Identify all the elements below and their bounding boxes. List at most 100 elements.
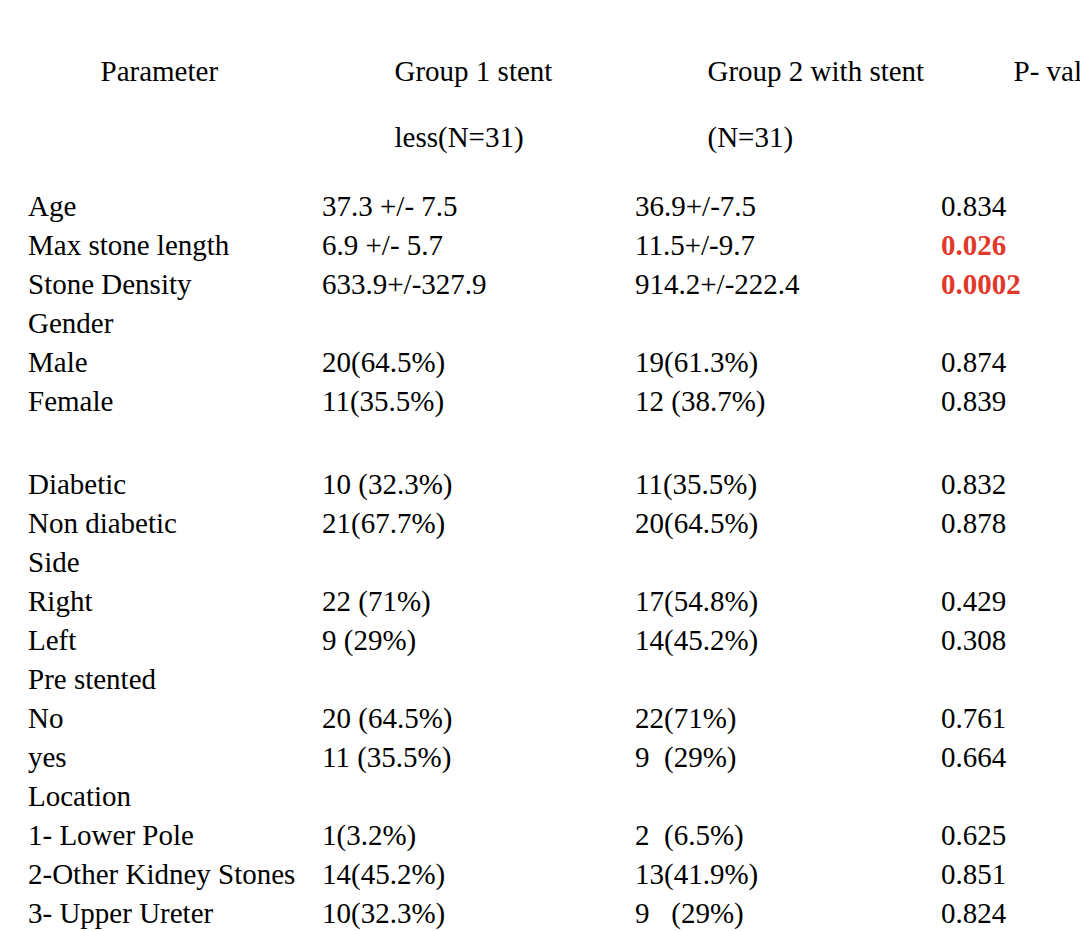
- group1-cell: 20(64.5%): [322, 343, 635, 382]
- parameter-cell: Max stone length: [28, 226, 322, 265]
- col-header-group2-line2: (N=31): [708, 121, 794, 153]
- parameter-cell: Stone Density: [28, 265, 322, 304]
- group1-cell: 22 (71%): [322, 582, 635, 621]
- col-header-p-value-label: P- value: [1014, 55, 1080, 87]
- group1-cell: [322, 777, 635, 816]
- group2-cell: 12 (38.7%): [635, 382, 941, 421]
- group2-cell: 19(61.3%): [635, 343, 941, 382]
- table-row: Female11(35.5%)12 (38.7%)0.839: [28, 382, 1074, 421]
- p-value-cell: 0.0002: [941, 265, 1074, 304]
- p-value-cell: 0.851: [941, 855, 1074, 894]
- group1-cell: 633.9+/-327.9: [322, 265, 635, 304]
- col-header-group1-line2: less(N=31): [395, 121, 524, 153]
- group2-cell: 17(54.8%): [635, 582, 941, 621]
- comparison-table: Parameter Group 1 stent less(N=31) Group…: [28, 22, 1074, 931]
- group1-cell: [322, 543, 635, 582]
- parameter-cell: Male: [28, 343, 322, 382]
- table-row: No20 (64.5%)22(71%)0.761: [28, 699, 1074, 738]
- col-header-group2: Group 2 with stent (N=31): [635, 22, 941, 187]
- table-row: Left9 (29%)14(45.2%)0.308: [28, 621, 1074, 660]
- group1-cell: [322, 660, 635, 699]
- group2-cell: 2 (6.5%): [635, 816, 941, 855]
- group2-cell: 11.5+/-9.7: [635, 226, 941, 265]
- table-row: Stone Density633.9+/-327.9914.2+/-222.40…: [28, 265, 1074, 304]
- group2-cell: 22(71%): [635, 699, 941, 738]
- p-value-cell: [941, 304, 1074, 343]
- group1-cell: 1(3.2%): [322, 816, 635, 855]
- paper-table-figure: Parameter Group 1 stent less(N=31) Group…: [0, 0, 1080, 931]
- group2-cell: 14(45.2%): [635, 621, 941, 660]
- p-value-cell: 0.839: [941, 382, 1074, 421]
- table-row: Male20(64.5%)19(61.3%)0.874: [28, 343, 1074, 382]
- group2-cell: [635, 777, 941, 816]
- p-value-cell: 0.834: [941, 187, 1074, 226]
- spacer-row: [28, 421, 1074, 465]
- table-row: Right22 (71%)17(54.8%)0.429: [28, 582, 1074, 621]
- table-row: yes11 (35.5%)9 (29%)0.664: [28, 738, 1074, 777]
- p-value-cell: 0.761: [941, 699, 1074, 738]
- parameter-cell: Non diabetic: [28, 504, 322, 543]
- col-header-parameter: Parameter: [28, 22, 322, 187]
- group2-cell: 20(64.5%): [635, 504, 941, 543]
- group2-cell: 9 (29%): [635, 894, 941, 931]
- col-header-group1-line1: Group 1 stent: [395, 55, 553, 87]
- table-body: Age37.3 +/- 7.536.9+/-7.50.834Max stone …: [28, 187, 1074, 931]
- group2-cell: 36.9+/-7.5: [635, 187, 941, 226]
- parameter-cell: Pre stented: [28, 660, 322, 699]
- parameter-cell: 3- Upper Ureter: [28, 894, 322, 931]
- parameter-cell: Diabetic: [28, 465, 322, 504]
- section-row: Side: [28, 543, 1074, 582]
- p-value-cell: [941, 543, 1074, 582]
- p-value-cell: 0.824: [941, 894, 1074, 931]
- table-row: 1- Lower Pole1(3.2%)2 (6.5%)0.625: [28, 816, 1074, 855]
- p-value-cell: 0.664: [941, 738, 1074, 777]
- table-row: Diabetic10 (32.3%)11(35.5%)0.832: [28, 465, 1074, 504]
- table-row: Max stone length6.9 +/- 5.711.5+/-9.70.0…: [28, 226, 1074, 265]
- group2-cell: 9 (29%): [635, 738, 941, 777]
- group2-cell: [635, 304, 941, 343]
- p-value-cell: 0.874: [941, 343, 1074, 382]
- section-row: Pre stented: [28, 660, 1074, 699]
- group2-cell: 13(41.9%): [635, 855, 941, 894]
- section-row: Gender: [28, 304, 1074, 343]
- table-header: Parameter Group 1 stent less(N=31) Group…: [28, 22, 1074, 187]
- p-value-cell: 0.429: [941, 582, 1074, 621]
- group1-cell: 11 (35.5%): [322, 738, 635, 777]
- table-row: 2-Other Kidney Stones14(45.2%)13(41.9%)0…: [28, 855, 1074, 894]
- parameter-cell: Location: [28, 777, 322, 816]
- group1-cell: 37.3 +/- 7.5: [322, 187, 635, 226]
- parameter-cell: [28, 421, 322, 465]
- table-row: 3- Upper Ureter10(32.3%)9 (29%)0.824: [28, 894, 1074, 931]
- group1-cell: 10(32.3%): [322, 894, 635, 931]
- group2-cell: [635, 421, 941, 465]
- header-row: Parameter Group 1 stent less(N=31) Group…: [28, 22, 1074, 187]
- group2-cell: 914.2+/-222.4: [635, 265, 941, 304]
- group1-cell: 11(35.5%): [322, 382, 635, 421]
- table-row: Non diabetic21(67.7%)20(64.5%)0.878: [28, 504, 1074, 543]
- col-header-parameter-label: Parameter: [101, 55, 219, 87]
- group1-cell: 14(45.2%): [322, 855, 635, 894]
- parameter-cell: 1- Lower Pole: [28, 816, 322, 855]
- parameter-cell: Female: [28, 382, 322, 421]
- p-value-cell: [941, 421, 1074, 465]
- group1-cell: [322, 421, 635, 465]
- table-row: Age37.3 +/- 7.536.9+/-7.50.834: [28, 187, 1074, 226]
- p-value-cell: 0.026: [941, 226, 1074, 265]
- col-header-group2-line1: Group 2 with stent: [708, 55, 925, 87]
- group1-cell: 20 (64.5%): [322, 699, 635, 738]
- group2-cell: [635, 543, 941, 582]
- parameter-cell: No: [28, 699, 322, 738]
- parameter-cell: 2-Other Kidney Stones: [28, 855, 322, 894]
- section-row: Location: [28, 777, 1074, 816]
- col-header-group1: Group 1 stent less(N=31): [322, 22, 635, 187]
- p-value-cell: 0.832: [941, 465, 1074, 504]
- group1-cell: [322, 304, 635, 343]
- p-value-cell: [941, 660, 1074, 699]
- p-value-cell: 0.308: [941, 621, 1074, 660]
- parameter-cell: Age: [28, 187, 322, 226]
- parameter-cell: Right: [28, 582, 322, 621]
- p-value-cell: 0.878: [941, 504, 1074, 543]
- p-value-cell: 0.625: [941, 816, 1074, 855]
- group2-cell: [635, 660, 941, 699]
- parameter-cell: Left: [28, 621, 322, 660]
